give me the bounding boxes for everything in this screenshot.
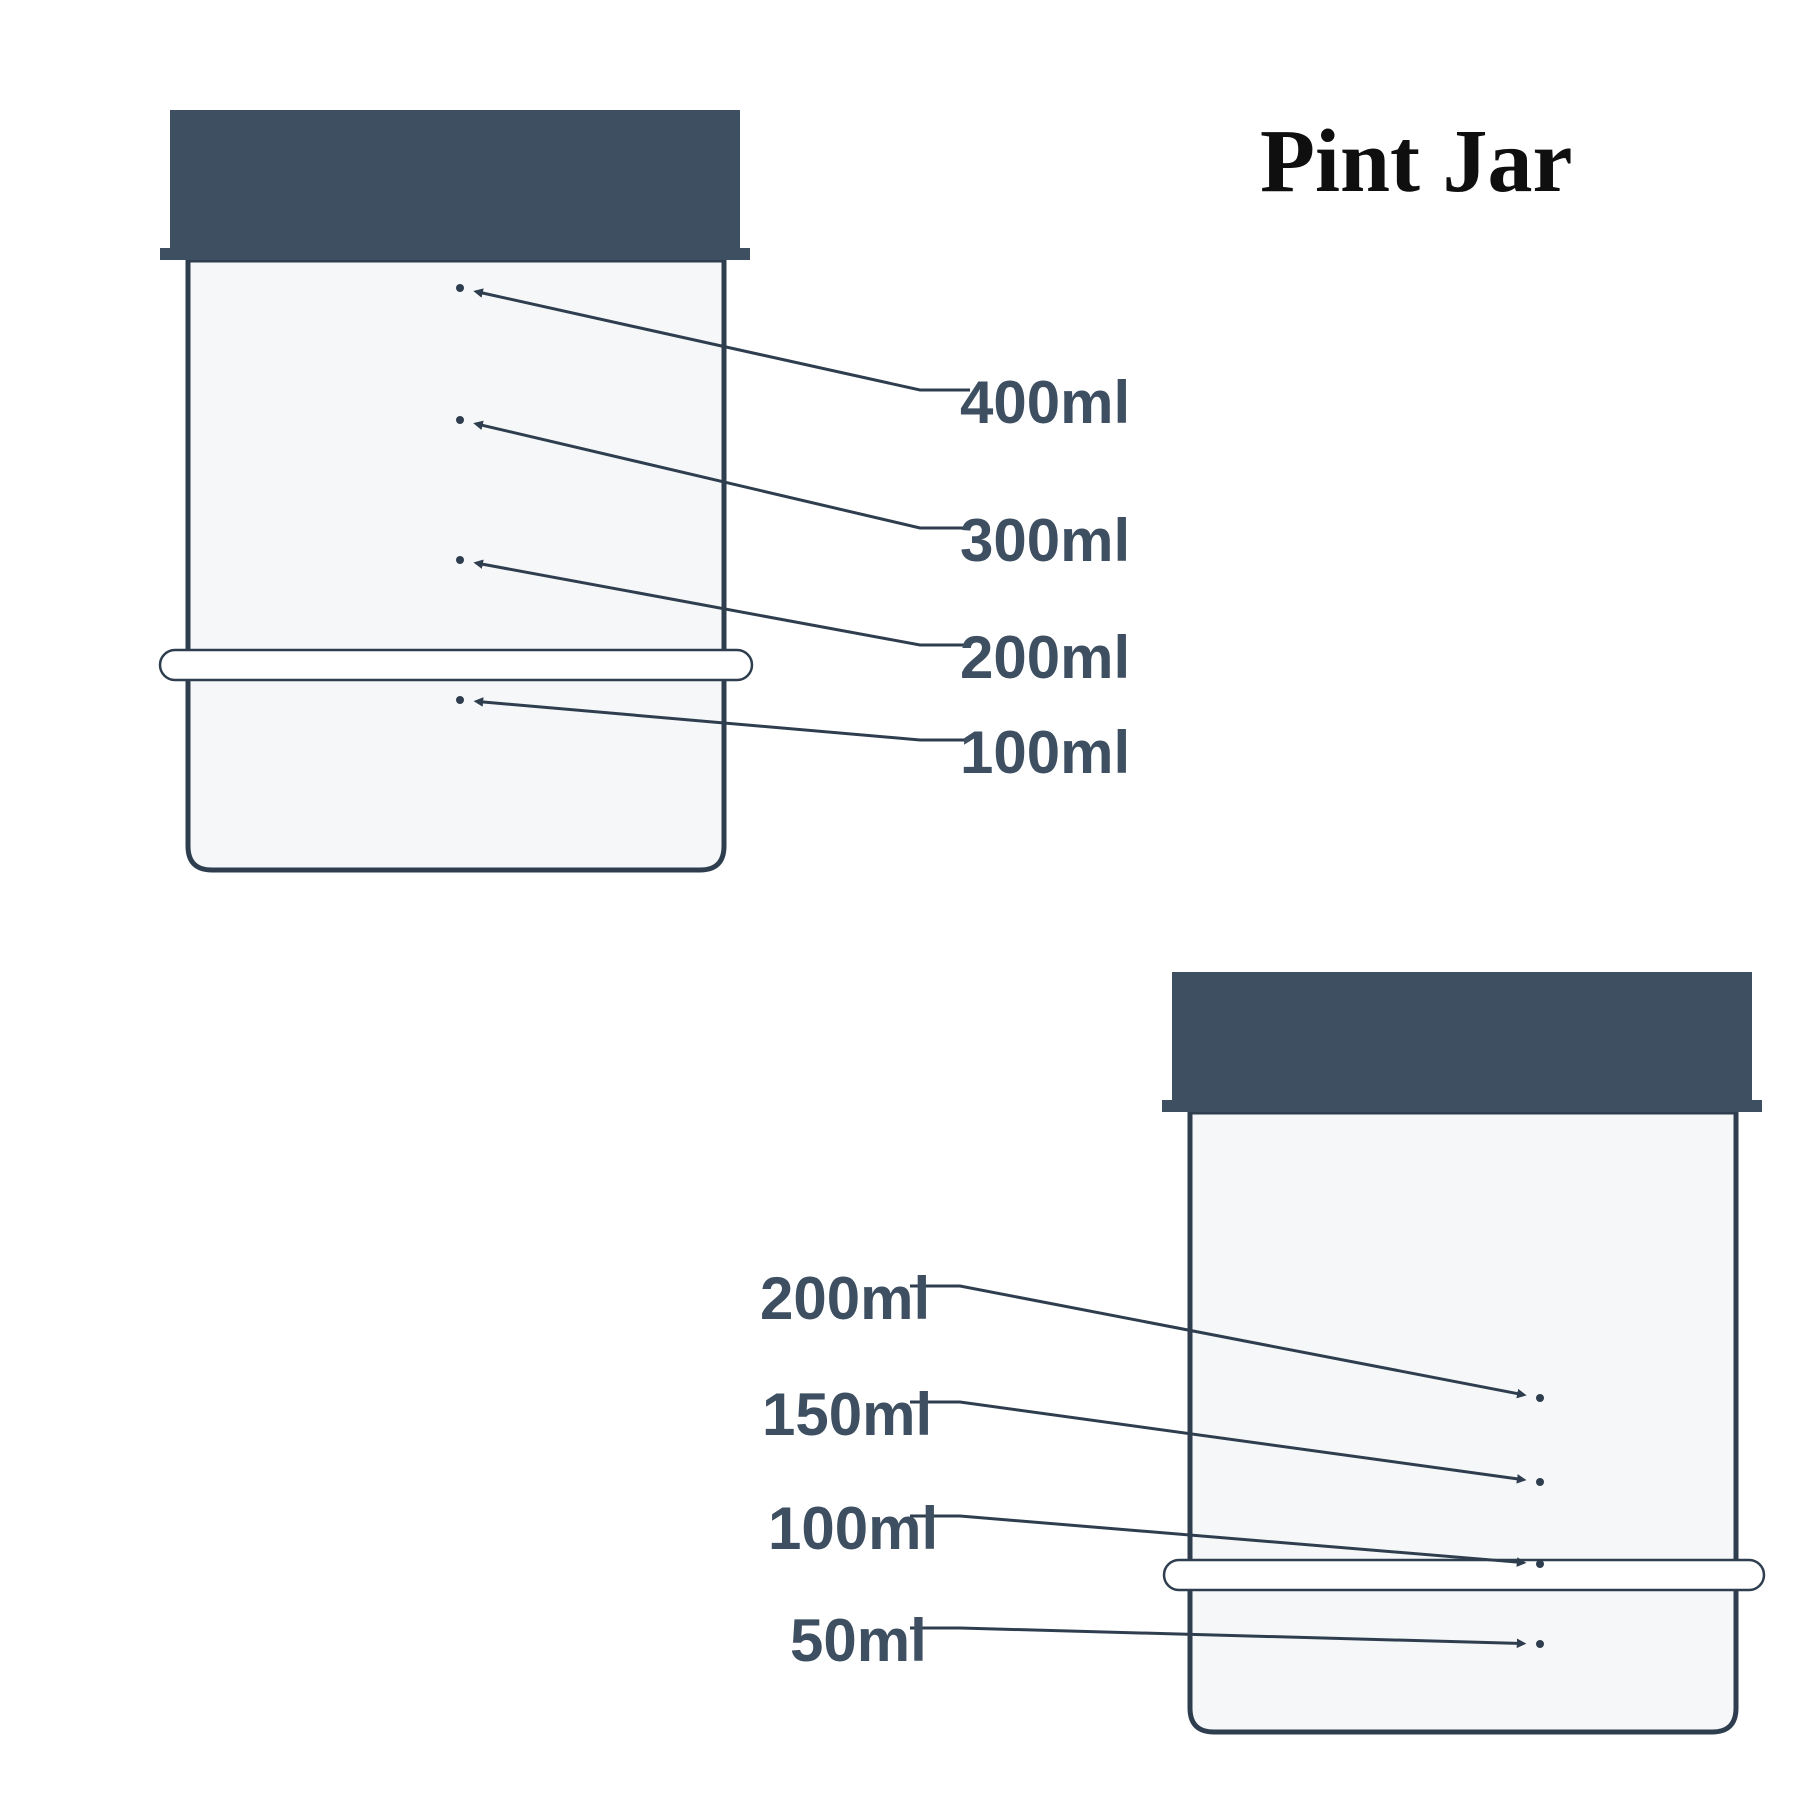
jar-large-lid-bump-right <box>740 248 750 260</box>
jar-small-lid-bump-left <box>1162 1100 1172 1112</box>
jar-small-glass <box>1190 1112 1736 1732</box>
jar-small-dot-0 <box>1536 1394 1544 1402</box>
jar-large-dot-1 <box>456 416 464 424</box>
jar-small-dot-1 <box>1536 1478 1544 1486</box>
jar-large-dot-2 <box>456 556 464 564</box>
jar-small-dot-3 <box>1536 1640 1544 1648</box>
jar-small-label-1: 150ml <box>762 1380 932 1449</box>
jar-large-label-2: 200ml <box>960 623 1130 692</box>
diagram-stage: 400ml 300ml 200ml 100ml 200ml 150ml 100ml 50ml P… <box>0 0 1800 1800</box>
jar-large-lid-bump-left <box>160 248 170 260</box>
jar-large-label-3: 100ml <box>960 718 1130 787</box>
jar-small-label-3: 50ml <box>790 1606 927 1675</box>
jar-large-lid <box>170 110 740 260</box>
jar-small-dot-2 <box>1536 1560 1544 1568</box>
page-title: Pint Jar <box>1260 110 1572 213</box>
jar-small-lid <box>1172 972 1752 1112</box>
jar-small-label-0: 200ml <box>760 1264 930 1333</box>
jar-small-band <box>1164 1560 1764 1590</box>
jar-large-band <box>160 650 752 680</box>
jar-small-lid-bump-right <box>1752 1100 1762 1112</box>
jar-large-glass <box>188 260 724 870</box>
jar-large-dot-3 <box>456 696 464 704</box>
jar-large-dot-0 <box>456 284 464 292</box>
jar-large-label-1: 300ml <box>960 506 1130 575</box>
jar-large-label-0: 400ml <box>960 368 1130 437</box>
jar-small-label-2: 100ml <box>768 1494 938 1563</box>
